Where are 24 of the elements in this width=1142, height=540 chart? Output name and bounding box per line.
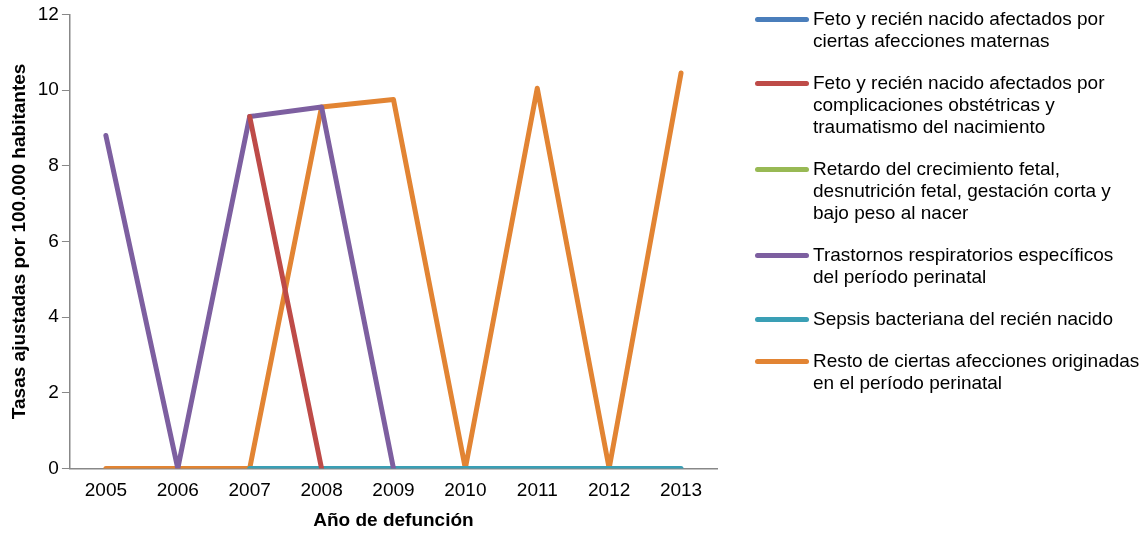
x-tick-label: 2009 <box>372 479 415 501</box>
y-tick-label: 4 <box>48 305 60 327</box>
y-tick-label: 2 <box>48 380 59 402</box>
x-tick-label: 2007 <box>228 479 271 501</box>
legend-label: Sepsis bacteriana del recién nacido <box>813 308 1113 330</box>
x-tick-label: 2008 <box>300 479 343 501</box>
y-tick-label: 10 <box>37 78 59 100</box>
legend-label: Feto y recién nacido afectados por ciertas afecciones maternas <box>813 8 1106 52</box>
y-tick-label: 0 <box>48 456 59 478</box>
legend-label: Feto y recién nacido afectados por complicaciones obstétricas y traumatismo del nacimiento <box>813 72 1106 138</box>
x-tick-label: 2011 <box>516 479 558 501</box>
legend-label: Resto de ciertas afecciones originadas en el período perinatal <box>813 350 1141 394</box>
y-tick-label: 8 <box>48 153 59 175</box>
x-tick-label: 2013 <box>659 479 703 501</box>
x-tick-label: 2006 <box>156 479 199 501</box>
legend-label: Trastornos respiratorios específicos del período perinatal <box>813 244 1115 288</box>
y-tick-label: 6 <box>48 229 59 251</box>
x-axis-title: Año de defunción <box>313 508 474 530</box>
y-tick-label: 12 <box>37 2 59 24</box>
y-axis-title: Tasas ajustadas por 100.000 habitantes <box>7 63 29 420</box>
x-tick-label: 2005 <box>84 479 128 501</box>
legend-label: Retardo del crecimiento fetal, desnutrición fetal, gestación corta y bajo peso al nacer <box>813 158 1112 224</box>
x-tick-label: 2010 <box>444 479 487 501</box>
x-tick-label: 2012 <box>588 479 631 501</box>
